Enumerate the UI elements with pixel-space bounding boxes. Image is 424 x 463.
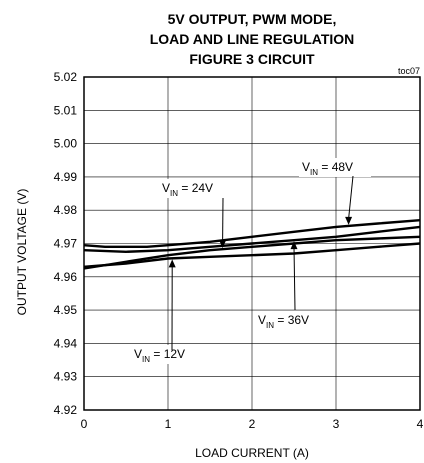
series-lines bbox=[83, 219, 421, 270]
series-label-0: VIN = 12V bbox=[134, 347, 185, 364]
annotation-bg bbox=[131, 345, 203, 364]
y-tick-label: 4.97 bbox=[54, 237, 78, 251]
annotation-arrowhead bbox=[345, 216, 353, 225]
chart-title-line-1: 5V OUTPUT, PWM MODE, bbox=[168, 11, 337, 27]
series-label-2: VIN = 36V bbox=[258, 313, 309, 330]
chart-title-line-3: FIGURE 3 CIRCUIT bbox=[189, 51, 315, 67]
plot-frame bbox=[83, 76, 421, 411]
annotation-arrowhead bbox=[290, 241, 298, 250]
corner-note: toc07 bbox=[398, 66, 420, 76]
x-tick-labels: 0 1 2 3 4 bbox=[81, 417, 424, 431]
y-tick-label: 4.98 bbox=[54, 203, 78, 217]
y-tick-label: 4.99 bbox=[54, 170, 78, 184]
x-tick-label: 1 bbox=[165, 417, 172, 431]
y-axis-label: OUTPUT VOLTAGE (V) bbox=[15, 189, 29, 316]
x-tick-label: 3 bbox=[333, 417, 340, 431]
annotation-arrowhead bbox=[168, 259, 176, 268]
y-tick-labels: 4.92 4.93 4.94 4.95 4.96 4.97 4.98 4.99 5.00 5.01… bbox=[54, 70, 78, 417]
x-tick-label: 4 bbox=[417, 417, 424, 431]
y-tick-label: 5.02 bbox=[54, 70, 78, 84]
series-label-1: VIN = 24V bbox=[162, 181, 213, 198]
annotation-leader bbox=[348, 175, 354, 219]
series-line-2 bbox=[83, 225, 421, 254]
series-label-3: VIN = 48V bbox=[302, 160, 353, 177]
annotation-bg bbox=[255, 311, 327, 330]
y-tick-label: 4.92 bbox=[54, 403, 78, 417]
series-line-3 bbox=[83, 219, 421, 249]
series-line-1 bbox=[83, 235, 421, 270]
y-tick-label: 4.96 bbox=[54, 270, 78, 284]
chart-title-line-2: LOAD AND LINE REGULATION bbox=[150, 31, 355, 47]
annotation-arrowhead bbox=[219, 240, 227, 249]
annotation-bg bbox=[299, 158, 371, 177]
series-line-0 bbox=[83, 242, 421, 268]
y-tick-label: 4.95 bbox=[54, 303, 78, 317]
y-tick-label: 4.94 bbox=[54, 336, 78, 350]
y-tick-label: 5.00 bbox=[54, 137, 78, 151]
series-annotations: VIN = 12V VIN = 24V VIN = 36V VIN = 48V bbox=[131, 158, 371, 364]
y-tick-label: 4.93 bbox=[54, 370, 78, 384]
x-axis-label: LOAD CURRENT (A) bbox=[195, 446, 309, 460]
x-tick-label: 0 bbox=[81, 417, 88, 431]
annotation-bg bbox=[159, 179, 231, 198]
annotation-leader bbox=[293, 247, 296, 311]
y-tick-label: 5.01 bbox=[54, 103, 78, 117]
x-tick-label: 2 bbox=[249, 417, 256, 431]
